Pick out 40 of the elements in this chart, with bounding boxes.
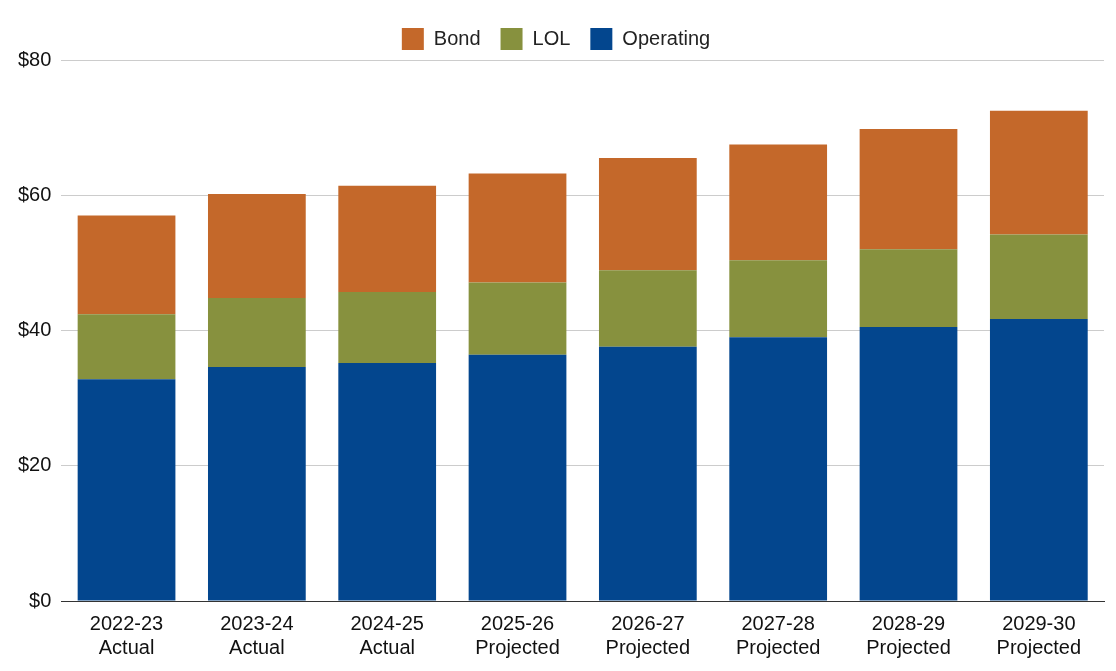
bar	[859, 327, 958, 601]
bar	[729, 337, 828, 601]
y-tick-label: $40	[17, 318, 52, 341]
bar	[77, 314, 176, 380]
bar	[338, 185, 437, 292]
x-tick-label: 2025-26 Projected	[475, 611, 560, 658]
x-tick-label: 2022-23 Actual	[89, 611, 164, 658]
bar	[207, 298, 306, 368]
y-tick-label: $0	[29, 588, 52, 611]
bar	[468, 354, 567, 601]
bar	[468, 282, 567, 355]
bar	[989, 234, 1088, 319]
x-tick-label: 2028-29 Projected	[866, 611, 951, 658]
bar	[729, 260, 828, 338]
bar	[598, 346, 697, 601]
bar	[859, 128, 958, 250]
bar	[338, 291, 437, 363]
bar	[598, 158, 697, 271]
legend-label: LOL	[532, 26, 571, 49]
bar	[77, 379, 176, 601]
bar	[598, 270, 697, 347]
bar	[859, 249, 958, 328]
x-tick-label: 2026-27 Projected	[605, 611, 691, 658]
x-tick-label: 2027-28 Projected	[735, 611, 821, 658]
y-tick-label: $60	[17, 182, 52, 205]
y-tick-label: $80	[17, 47, 52, 70]
y-tick-label: $20	[17, 453, 52, 476]
x-tick-label: 2024-25 Actual	[350, 611, 424, 658]
bar	[468, 173, 567, 283]
x-tick-label: 2023-24 Actual	[220, 611, 294, 658]
bar	[77, 215, 176, 315]
bar	[207, 367, 306, 601]
x-tick-label: 2029-30 Projected	[996, 611, 1082, 658]
bar	[989, 319, 1088, 601]
bar	[989, 110, 1088, 235]
legend-label: Bond	[433, 26, 481, 49]
bar	[729, 144, 828, 261]
legend-label: Operating	[622, 26, 711, 49]
bar	[338, 362, 437, 601]
bar	[207, 193, 306, 299]
